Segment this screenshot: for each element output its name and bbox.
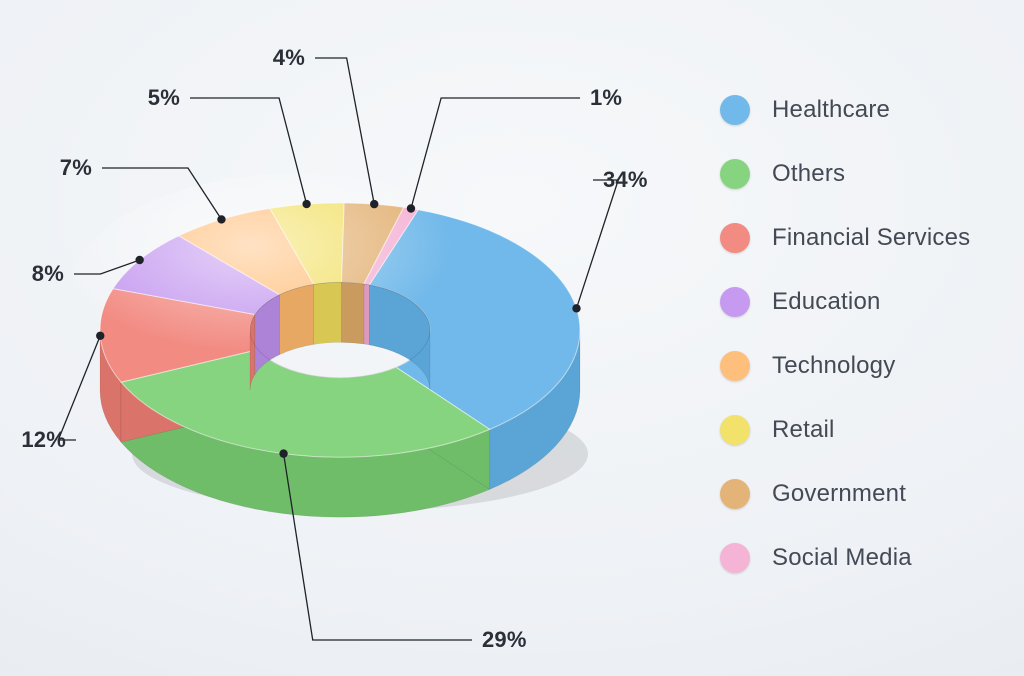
legend-label: Technology (772, 352, 895, 380)
segment-value-label: 1% (590, 85, 622, 111)
legend-item: Others (720, 142, 970, 206)
legend-label: Healthcare (772, 96, 890, 124)
legend-item: Education (720, 270, 970, 334)
legend-swatch (720, 415, 750, 445)
legend-item: Social Media (720, 526, 970, 590)
legend-item: Retail (720, 398, 970, 462)
legend-item: Government (720, 462, 970, 526)
legend-label: Education (772, 288, 881, 316)
legend-item: Technology (720, 334, 970, 398)
chart-stage: Healthcare Others Financial Services Educat… (0, 0, 1024, 676)
segment-value-label: 4% (273, 45, 305, 71)
legend-swatch (720, 287, 750, 317)
legend-swatch (720, 95, 750, 125)
legend: Healthcare Others Financial Services Educat… (720, 78, 970, 590)
legend-label: Others (772, 160, 845, 188)
legend-swatch (720, 223, 750, 253)
legend-swatch (720, 159, 750, 189)
segment-value-label: 12% (21, 427, 66, 453)
segment-value-label: 5% (148, 85, 180, 111)
legend-label: Financial Services (772, 224, 970, 252)
segment-value-label: 8% (32, 261, 64, 287)
legend-label: Social Media (772, 544, 912, 572)
segment-value-label: 7% (60, 155, 92, 181)
legend-label: Government (772, 480, 906, 508)
legend-item: Financial Services (720, 206, 970, 270)
legend-item: Healthcare (720, 78, 970, 142)
legend-swatch (720, 479, 750, 509)
legend-swatch (720, 543, 750, 573)
legend-swatch (720, 351, 750, 381)
legend-label: Retail (772, 416, 835, 444)
segment-value-label: 29% (482, 627, 527, 653)
segment-value-label: 34% (603, 167, 648, 193)
